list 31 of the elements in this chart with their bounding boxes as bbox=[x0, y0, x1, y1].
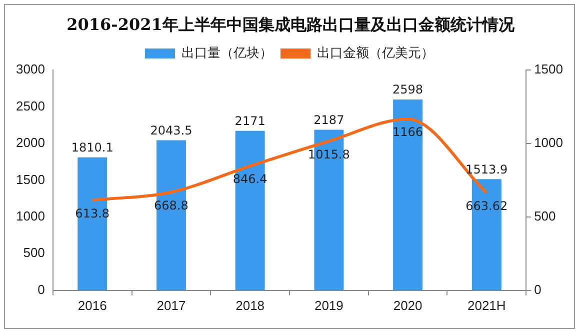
y-tick-label: 2500 bbox=[16, 98, 45, 114]
data-label: 1166 bbox=[392, 125, 424, 140]
y-tick-label: 0 bbox=[38, 282, 45, 297]
legend-label: 出口金额（亿美元） bbox=[317, 45, 434, 60]
y-tick-label: 500 bbox=[23, 245, 45, 260]
data-label: 1513.9 bbox=[466, 162, 508, 176]
bar bbox=[235, 130, 265, 290]
x-tick-label: 2017 bbox=[156, 298, 186, 313]
y2-tick-label: 500 bbox=[534, 208, 556, 224]
x-tick-label: 2019 bbox=[314, 298, 344, 313]
y-tick-label: 3000 bbox=[16, 62, 45, 77]
bar bbox=[78, 157, 108, 290]
x-tick-label: 2020 bbox=[393, 298, 422, 313]
y2-tick-label: 0 bbox=[534, 282, 542, 297]
x-tick-label: 2018 bbox=[236, 298, 265, 313]
data-label: 1810.1 bbox=[71, 140, 114, 155]
y2-tick-label: 1500 bbox=[534, 62, 563, 77]
data-label: 2171 bbox=[234, 114, 266, 128]
x-tick-label: 2016 bbox=[78, 298, 107, 313]
bar bbox=[393, 100, 423, 290]
y2-tick-label: 1000 bbox=[534, 135, 563, 150]
x-tick-label: 2021H bbox=[467, 298, 506, 313]
data-label: 2187 bbox=[314, 112, 344, 127]
y-tick-label: 1500 bbox=[16, 172, 45, 187]
bar bbox=[156, 140, 186, 290]
data-label: 2598 bbox=[392, 82, 424, 97]
y-tick-label: 1000 bbox=[16, 208, 45, 224]
chart-title: 2016-2021年上半年中国集成电路出口量及出口金额统计情况 bbox=[66, 15, 516, 36]
y-tick-label: 2000 bbox=[16, 135, 45, 150]
data-label: 2043.5 bbox=[150, 123, 192, 138]
legend-label: 出口量（亿块） bbox=[182, 45, 272, 60]
